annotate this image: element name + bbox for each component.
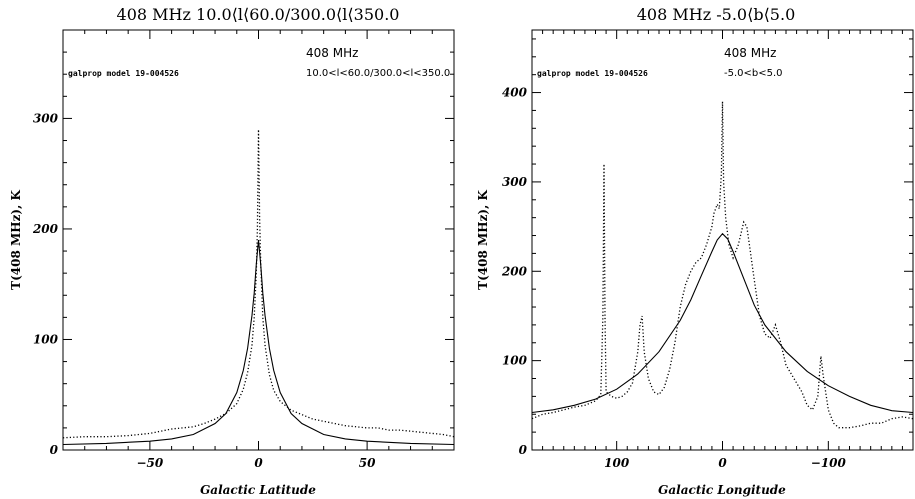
axis-ticks: [62, 29, 455, 451]
y-axis-label: T(408 MHz), K: [9, 190, 23, 290]
series-group: [62, 129, 455, 446]
series-line-model-solid: [62, 239, 455, 446]
series-line-observed-dotted: [62, 129, 455, 439]
range-annotation: -5.0<b<5.0: [724, 68, 783, 79]
axis-ticks: [531, 30, 914, 451]
x-tick-label: −100: [811, 456, 847, 470]
x-axis-label: Galactic Longitude: [658, 483, 786, 497]
axis-tick-labels: −50 0 50 0 100 200 300: [32, 111, 376, 470]
x-axis-label: Galactic Latitude: [200, 483, 316, 497]
y-tick-label: 200: [501, 264, 528, 278]
model-annotation: galprop model 19-004526: [537, 69, 648, 78]
y-tick-label: 300: [33, 111, 59, 125]
y-axis-label: T(408 MHz), K: [476, 190, 490, 290]
plot-frame: [531, 29, 914, 451]
y-tick-label: 0: [519, 443, 528, 457]
frequency-annotation: 408 MHz: [306, 46, 358, 60]
y-tick-label: 0: [50, 443, 59, 457]
range-annotation: 10.0<l<60.0/300.0<l<350.0: [306, 68, 450, 79]
y-tick-label: 100: [502, 354, 528, 368]
x-tick-label: 50: [359, 456, 376, 470]
y-tick-label: 400: [502, 86, 528, 100]
chart-panel-latitude: 408 MHz 10.0⟨l⟨60.0/300.0⟨l⟨350.0 −50 0 50…: [9, 5, 455, 497]
x-tick-label: 0: [254, 456, 263, 470]
series-group: [531, 101, 914, 429]
y-tick-label: 200: [32, 222, 59, 236]
chart-panel-longitude: 408 MHz -5.0⟨b⟨5.0 100 0 −100 0 100 200 300 400…: [476, 5, 914, 497]
model-annotation: galprop model 19-004526: [68, 69, 179, 78]
x-tick-label: 0: [718, 456, 727, 470]
chart-title: 408 MHz 10.0⟨l⟨60.0/300.0⟨l⟨350.0: [117, 5, 400, 24]
series-line-observed-dotted: [531, 101, 914, 429]
x-tick-label: 100: [604, 456, 630, 470]
y-tick-label: 300: [502, 175, 528, 189]
chart-title: 408 MHz -5.0⟨b⟨5.0: [637, 5, 796, 24]
x-tick-label: −50: [137, 456, 164, 470]
series-line-model-solid: [531, 232, 914, 414]
axis-tick-labels: 100 0 −100 0 100 200 300 400: [501, 86, 847, 470]
frequency-annotation: 408 MHz: [724, 46, 776, 60]
y-tick-label: 100: [33, 332, 59, 346]
